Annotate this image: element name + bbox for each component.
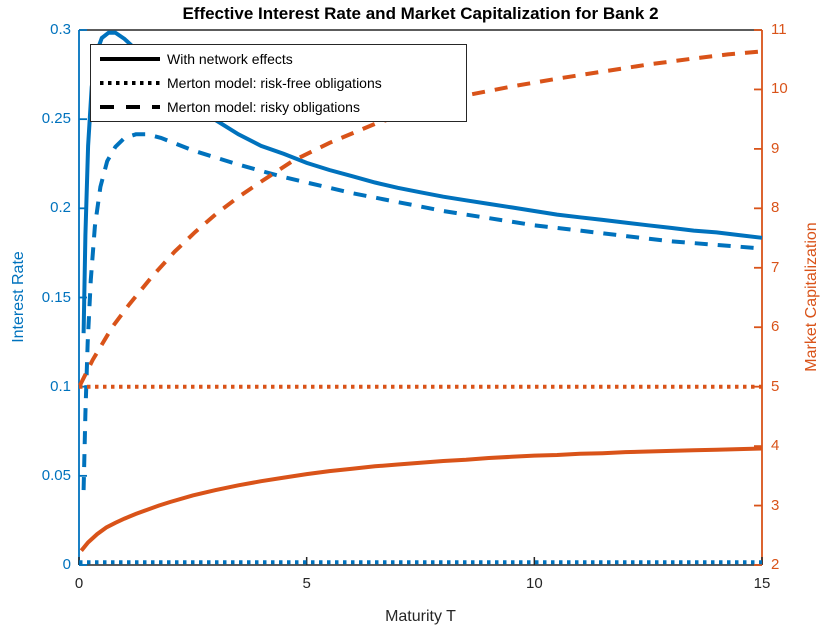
legend-item-label: With network effects <box>167 51 293 67</box>
y-right-tick-label: 4 <box>771 437 780 455</box>
legend-line-sample-dashed <box>100 105 160 109</box>
legend-line-sample-dotted <box>100 81 160 85</box>
y-right-tick-label: 6 <box>771 318 780 336</box>
y-right-axis-label: Market Capitalization <box>803 222 820 372</box>
legend-item-label: Merton model: risky obligations <box>167 99 360 115</box>
y-right-tick-label: 11 <box>771 21 787 38</box>
y-right-tick-label: 10 <box>771 80 788 98</box>
y-left-tick-label: 0.25 <box>41 110 71 128</box>
y-left-tick-label: 0.2 <box>50 199 71 217</box>
x-tick-label: 10 <box>525 575 543 592</box>
series-interest-rate-with-network-effects <box>81 30 763 334</box>
y-right-tick-label: 3 <box>771 496 780 514</box>
y-right-tick-label: 8 <box>771 199 780 217</box>
chart-title: Effective Interest Rate and Market Capit… <box>182 4 659 23</box>
x-tick-label: 15 <box>753 575 771 592</box>
y-right-tick-label: 2 <box>771 556 780 573</box>
y-right-tick-label: 7 <box>771 258 780 276</box>
y-left-tick-label: 0.05 <box>41 466 71 484</box>
legend-item: With network effects <box>99 47 460 71</box>
legend-line-sample-solid <box>100 57 160 61</box>
series-market-cap-with-network-effects <box>79 446 763 552</box>
series-interest-rate-merton-risky <box>81 132 763 491</box>
x-tick-label: 5 <box>302 575 311 592</box>
legend-item-label: Merton model: risk-free obligations <box>167 75 382 91</box>
x-tick-label: 0 <box>74 575 84 592</box>
y-left-tick-label: 0.1 <box>50 377 71 395</box>
y-left-tick-label: 0.3 <box>50 21 71 38</box>
legend-item: Merton model: risky obligations <box>99 95 460 119</box>
legend-item: Merton model: risk-free obligations <box>99 71 460 95</box>
y-left-tick-label: 0.15 <box>41 288 71 306</box>
y-right-tick-label: 5 <box>771 377 780 395</box>
series-market-cap-merton-risky <box>78 49 763 387</box>
legend: With network effects Merton model: risk-f… <box>90 44 467 122</box>
y-right-tick-label: 9 <box>771 139 780 157</box>
y-left-tick-label: 0 <box>62 556 71 573</box>
x-axis-label: Maturity T <box>385 608 456 625</box>
